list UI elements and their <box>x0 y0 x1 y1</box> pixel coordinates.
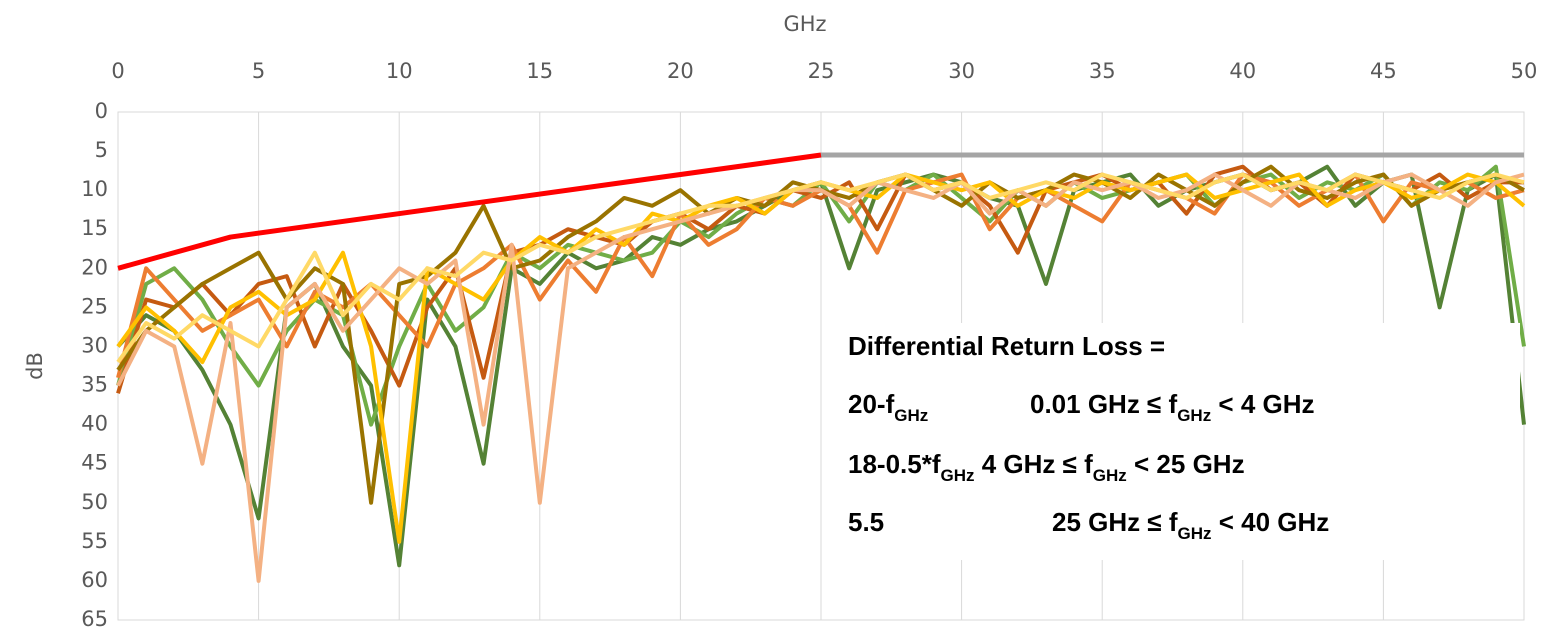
annotation-text: 18-0.5*fGHz 4 GHz ≤ fGHz < 25 GHz <box>848 449 1245 485</box>
y-axis-label: dB <box>23 352 47 380</box>
plot-border <box>117 111 1525 621</box>
y-tick-label: 15 <box>81 216 108 240</box>
annotation-subscript: GHz <box>1177 406 1211 425</box>
x-tick-label: 15 <box>526 59 553 83</box>
line-series <box>116 172 1525 583</box>
y-tick-label: 60 <box>81 568 108 592</box>
annotation-box <box>828 323 1520 560</box>
annotation-subscript: GHz <box>1178 524 1212 543</box>
y-tick-label: 65 <box>81 607 108 629</box>
x-tick-label: 45 <box>1370 59 1397 83</box>
y-tick-label: 5 <box>95 138 108 162</box>
y-tick-label: 20 <box>81 255 108 279</box>
annotation-text: 25 GHz ≤ fGHz < 40 GHz <box>1052 507 1329 543</box>
annotation-part: 20-f <box>848 389 895 419</box>
annotation-text: 20-fGHz <box>848 389 928 425</box>
x-axis-label: GHz <box>783 12 826 36</box>
y-tick-label: 50 <box>81 490 108 514</box>
x-tick-label: 30 <box>948 59 975 83</box>
annotation-text: Differential Return Loss = <box>848 331 1165 361</box>
annotation-subscript: GHz <box>941 466 975 485</box>
annotation-part: 0.01 GHz ≤ f <box>1030 389 1178 419</box>
annotation-subscript: GHz <box>1093 466 1127 485</box>
x-tick-label: 0 <box>111 59 124 83</box>
y-tick-label: 55 <box>81 529 108 553</box>
annotation-part: < 25 GHz <box>1127 449 1245 479</box>
x-tick-label: 10 <box>386 59 413 83</box>
annotation-part: 5.5 <box>848 507 884 537</box>
x-tick-label: 20 <box>667 59 694 83</box>
x-tick-label: 50 <box>1511 59 1538 83</box>
y-tick-label: 40 <box>81 412 108 436</box>
annotation-part: Differential Return Loss = <box>848 331 1165 361</box>
y-tick-label: 45 <box>81 451 108 475</box>
y-tick-label: 0 <box>95 99 108 123</box>
annotation-part: 18-0.5*f <box>848 449 941 479</box>
x-tick-label: 25 <box>808 59 835 83</box>
y-tick-label: 30 <box>81 333 108 357</box>
annotation-part: 4 GHz ≤ f <box>975 449 1094 479</box>
y-tick-label: 35 <box>81 373 108 397</box>
annotation-part: < 4 GHz <box>1211 389 1314 419</box>
annotation-text: 0.01 GHz ≤ fGHz < 4 GHz <box>1030 389 1315 425</box>
y-tick-label: 25 <box>81 294 108 318</box>
annotation-subscript: GHz <box>894 406 928 425</box>
line-series <box>117 152 822 271</box>
annotation-text: 5.5 <box>848 507 884 537</box>
y-tick-label: 10 <box>81 177 108 201</box>
annotation-part: 25 GHz ≤ f <box>1052 507 1178 537</box>
x-tick-label: 35 <box>1089 59 1116 83</box>
x-tick-label: 40 <box>1229 59 1256 83</box>
line-series <box>116 172 1525 364</box>
x-tick-label: 5 <box>252 59 265 83</box>
annotation-part: < 40 GHz <box>1212 507 1330 537</box>
